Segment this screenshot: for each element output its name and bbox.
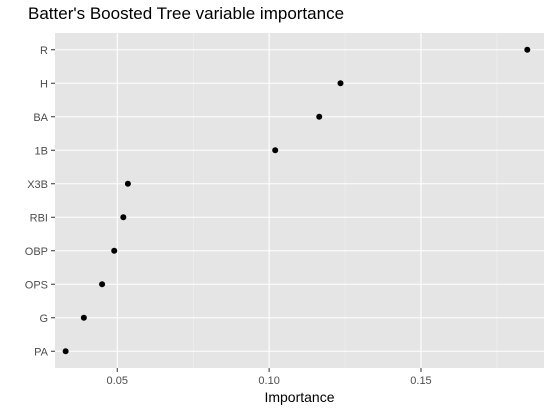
y-axis: PA G OPS OBP RBI X3B 1B BA H R <box>25 45 55 358</box>
y-tick-label: R <box>40 45 48 57</box>
major-gridlines-x <box>116 33 422 368</box>
y-tick-label: 1B <box>35 145 48 157</box>
minor-gridlines-x <box>192 33 498 368</box>
data-point-obp <box>111 247 118 254</box>
data-point-1b <box>272 147 279 154</box>
y-tick-label: PA <box>34 346 49 358</box>
data-point-ba <box>316 113 323 120</box>
data-points <box>62 46 531 355</box>
y-tick-label: G <box>39 313 48 325</box>
data-point-x3b <box>124 180 131 187</box>
major-gridlines-y <box>55 49 544 352</box>
data-point-rbi <box>120 214 127 221</box>
data-point-h <box>337 80 344 87</box>
y-tick-label: BA <box>33 112 48 124</box>
chart-title: Batter's Boosted Tree variable importanc… <box>28 4 345 23</box>
y-tick-label: H <box>40 78 48 90</box>
x-axis-title: Importance <box>264 389 334 405</box>
x-axis: 0.05 0.10 0.15 <box>107 368 432 387</box>
plot-panel <box>55 33 544 368</box>
y-tick-label: OPS <box>25 279 48 291</box>
data-point-r <box>524 46 531 53</box>
y-tick-label: RBI <box>30 212 48 224</box>
x-tick-label: 0.15 <box>410 375 431 387</box>
data-point-pa <box>62 348 69 355</box>
x-tick-label: 0.10 <box>258 375 279 387</box>
y-tick-label: OBP <box>25 246 48 258</box>
y-tick-label: X3B <box>27 179 48 191</box>
data-point-ops <box>99 281 106 288</box>
x-tick-label: 0.05 <box>107 375 128 387</box>
data-point-g <box>80 314 87 321</box>
